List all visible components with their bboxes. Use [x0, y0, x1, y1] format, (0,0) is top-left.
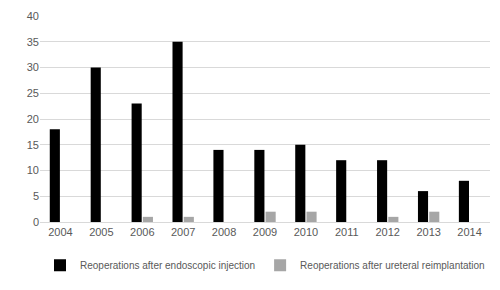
svg-text:2011: 2011	[335, 226, 359, 238]
svg-text:25: 25	[27, 87, 39, 99]
svg-text:2007: 2007	[171, 226, 195, 238]
svg-text:2004: 2004	[48, 226, 72, 238]
svg-text:2005: 2005	[89, 226, 113, 238]
svg-text:2006: 2006	[130, 226, 154, 238]
svg-text:0: 0	[33, 216, 39, 228]
svg-text:5: 5	[33, 190, 39, 202]
svg-text:2008: 2008	[212, 226, 236, 238]
svg-text:40: 40	[27, 10, 39, 22]
svg-text:Reoperations after endoscopic: Reoperations after endoscopic injection	[80, 260, 255, 271]
svg-text:2014: 2014	[457, 226, 481, 238]
svg-text:2012: 2012	[375, 226, 399, 238]
svg-text:2009: 2009	[253, 226, 277, 238]
svg-text:Reoperations after ureteral re: Reoperations after ureteral reimplantati…	[300, 260, 485, 271]
svg-text:2010: 2010	[294, 226, 318, 238]
svg-text:20: 20	[27, 113, 39, 125]
svg-text:30: 30	[27, 61, 39, 73]
svg-text:15: 15	[27, 139, 39, 151]
svg-text:2013: 2013	[416, 226, 440, 238]
svg-text:10: 10	[27, 164, 39, 176]
svg-text:35: 35	[27, 36, 39, 48]
